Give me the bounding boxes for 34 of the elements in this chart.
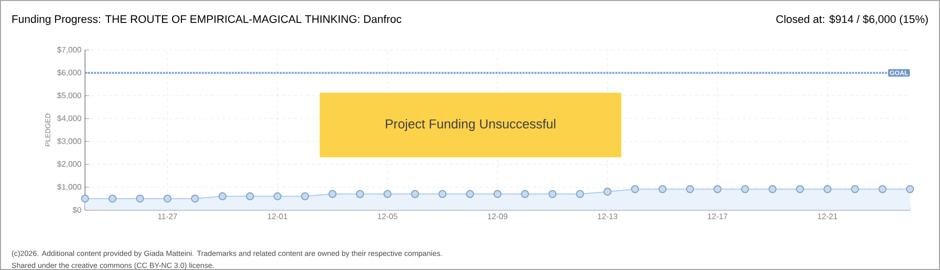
point [824, 185, 832, 194]
chart-subtitle: Closed at: $914 / $6,000 (15%) [776, 14, 928, 26]
point [466, 190, 474, 198]
point [521, 190, 530, 198]
point [328, 190, 337, 198]
point [604, 188, 612, 196]
point [384, 190, 392, 198]
point [438, 190, 447, 198]
point [576, 190, 584, 198]
point [246, 192, 254, 200]
point [631, 185, 640, 194]
point [191, 194, 200, 203]
point [878, 185, 887, 194]
point [768, 185, 777, 194]
point [714, 185, 722, 194]
point [81, 194, 90, 203]
point [108, 194, 117, 203]
point [218, 192, 227, 200]
point [494, 190, 502, 198]
point [274, 192, 282, 200]
point [356, 190, 364, 198]
point [741, 185, 750, 194]
point [686, 185, 694, 194]
point [164, 194, 172, 203]
point [851, 185, 860, 194]
point [411, 190, 420, 198]
point [548, 190, 557, 198]
point [658, 185, 667, 194]
point [796, 185, 804, 194]
chart-title: Funding Progress: THE ROUTE OF EMPIRICAL-MAGICAL THINKING: Danfroc [12, 14, 402, 26]
point [301, 192, 310, 200]
annotation: Project Funding Unsuccessful [386, 118, 556, 132]
point [136, 194, 144, 203]
point [906, 185, 914, 194]
